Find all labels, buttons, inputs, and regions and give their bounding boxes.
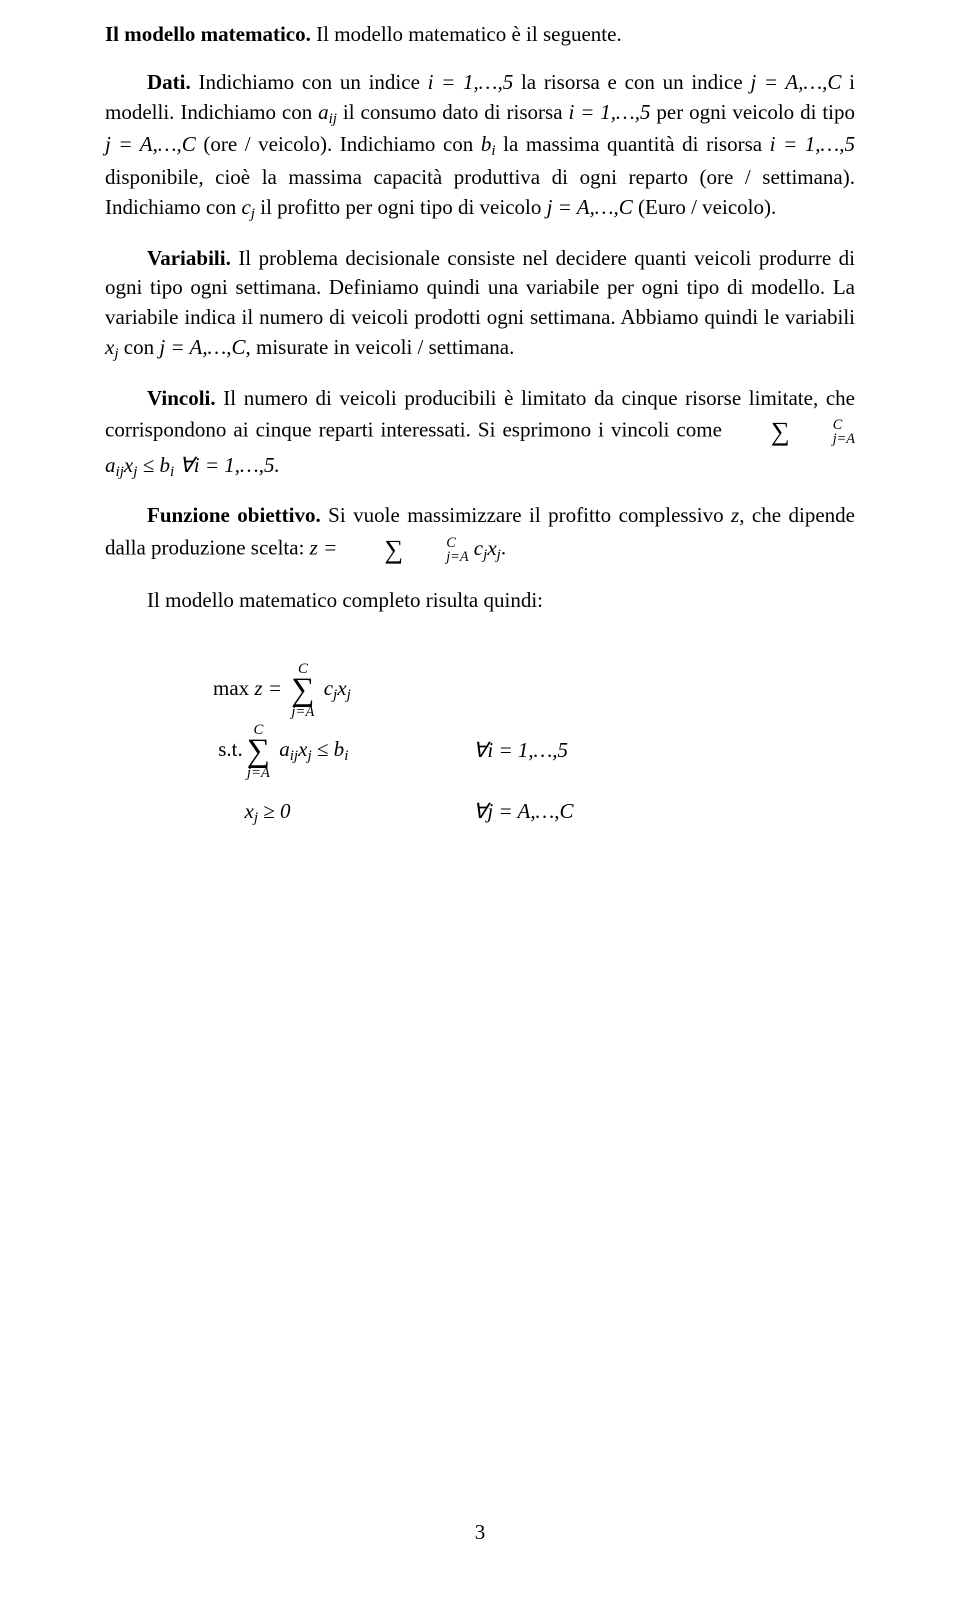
document-page: Il modello matematico. Il modello matema… xyxy=(0,0,960,1605)
model-obj-expr: cjxj xyxy=(318,676,350,700)
dati-text-1a: Indichiamo con un indice xyxy=(191,70,428,94)
model-x-sub: j xyxy=(347,688,351,704)
model-st: s.t. xyxy=(218,737,243,761)
sum-block-2: C∑j=A xyxy=(247,723,270,781)
dati-text-1j: (Euro / veicolo). xyxy=(633,195,776,219)
model-x: x xyxy=(337,676,346,700)
sigma-icon: ∑ xyxy=(729,413,790,450)
vincoli-forall: ∀i = 1,…,5. xyxy=(174,453,280,477)
funzione-label: Funzione obiettivo. xyxy=(147,503,321,527)
model-con-forall: ∀i = 1,…,5 xyxy=(473,720,568,781)
sum-limits: Cj=A xyxy=(791,418,855,447)
math-leq: ≤ b xyxy=(137,453,170,477)
completo-text: Il modello matematico completo risulta q… xyxy=(147,588,543,612)
model-objective-row: max z = C∑j=A cjxj xyxy=(213,658,855,719)
variabili-paragraph: Variabili. Il problema decisionale consi… xyxy=(105,244,855,366)
math-a: a xyxy=(318,100,329,124)
vincoli-label: Vincoli. xyxy=(147,386,216,410)
model-nx: x xyxy=(245,799,254,823)
math-i-range-3: i = 1,…,5 xyxy=(770,132,855,156)
variabili-text-b: con xyxy=(119,335,160,359)
math-j-range-2: j = A,…,C xyxy=(105,132,196,156)
math-j-range: j = A,…,C xyxy=(750,70,841,94)
math-x: x xyxy=(105,335,114,359)
math-j-range-4: j = A,…,C xyxy=(159,335,245,359)
math-vx: x xyxy=(124,453,133,477)
sum-lower: j=A xyxy=(791,432,855,446)
math-va-sub: ij xyxy=(116,464,124,480)
sigma-icon-2: ∑ xyxy=(343,531,404,568)
math-funzione-expr: cjxj xyxy=(469,536,501,560)
funzione-paragraph: Funzione obiettivo. Si vuole massimizzar… xyxy=(105,501,855,568)
math-aij: aij xyxy=(318,100,337,124)
variabili-text-c: , misurate in veicoli / settimana. xyxy=(246,335,515,359)
model-max: max xyxy=(213,676,254,700)
sum-lower-2: j=A xyxy=(404,550,468,564)
math-i-range: i = 1,…,5 xyxy=(428,70,514,94)
model-constraint-row: s.t.C∑j=A aijxj ≤ bi ∀i = 1,…,5 xyxy=(213,719,855,780)
sum-lower-b2: j=A xyxy=(247,766,270,781)
sigma-icon-b2: ∑ xyxy=(247,735,270,768)
model-ca-sub: ij xyxy=(290,749,298,765)
math-cj: cj xyxy=(241,195,255,219)
model-geq: ≥ 0 xyxy=(258,799,291,823)
math-fc: c xyxy=(469,536,484,560)
model-z-eq: z = xyxy=(254,676,287,700)
funzione-dot: . xyxy=(501,536,506,560)
math-bi: bi xyxy=(481,132,496,156)
model-nonneg-row: xj ≥ 0 ∀j = A,…,C xyxy=(213,781,855,842)
math-vincoli-expr: aijxj ≤ bi xyxy=(105,453,174,477)
dati-text-1i: il profitto per ogni tipo di veicolo xyxy=(255,195,547,219)
model-nn-expr: xj ≥ 0 xyxy=(245,799,291,823)
vincoli-paragraph: Vincoli. Il numero di veicoli producibil… xyxy=(105,384,855,484)
dati-label: Dati. xyxy=(147,70,191,94)
inline-sum-icon-2: ∑Cj=A xyxy=(343,531,469,568)
math-fx: x xyxy=(487,536,496,560)
model-c: c xyxy=(318,676,333,700)
math-j-range-3: j = A,…,C xyxy=(547,195,633,219)
model-obj-lhs: max z = C∑j=A cjxj xyxy=(213,658,473,719)
model-ca: a xyxy=(274,737,290,761)
sum-lower-b1: j=A xyxy=(291,705,314,720)
dati-paragraph: Dati. Indichiamo con un indice i = 1,…,5… xyxy=(105,68,855,226)
model-bi-sub: i xyxy=(344,749,348,765)
math-b: b xyxy=(481,132,492,156)
section-title-rest: Il modello matematico è il seguente. xyxy=(311,22,622,46)
math-xj: xj xyxy=(105,335,119,359)
dati-text-1g: la massima quantità di risorsa xyxy=(496,132,770,156)
math-i-range-2: i = 1,…,5 xyxy=(568,100,650,124)
math-c: c xyxy=(241,195,250,219)
section-title-lead: Il modello matematico. xyxy=(105,22,311,46)
math-a-sub: ij xyxy=(329,111,337,127)
model-nn-lhs: xj ≥ 0 xyxy=(213,781,473,842)
dati-text-1b: la risorsa e con un indice xyxy=(513,70,750,94)
inline-sum-icon: ∑Cj=A xyxy=(729,413,855,450)
math-z-eq: z = xyxy=(310,536,343,560)
dati-text-1e: per ogni veicolo di tipo xyxy=(650,100,855,124)
dati-text-1f: (ore / veicolo). Indichiamo con xyxy=(196,132,481,156)
variabili-label: Variabili. xyxy=(147,246,231,270)
model-con-expr: aijxj ≤ bi xyxy=(274,737,348,761)
math-va: a xyxy=(105,453,116,477)
section-title-para: Il modello matematico. Il modello matema… xyxy=(105,20,855,50)
sigma-icon-b1: ∑ xyxy=(291,674,314,707)
sum-upper-2: C xyxy=(404,536,468,550)
math-z: z xyxy=(731,503,739,527)
math-model-block: max z = C∑j=A cjxj s.t.C∑j=A aijxj ≤ bi … xyxy=(213,658,855,841)
sum-upper: C xyxy=(791,418,855,432)
dati-text-1d: il consumo dato di risorsa xyxy=(337,100,568,124)
completo-paragraph: Il modello matematico completo risulta q… xyxy=(105,586,855,616)
model-nn-forall: ∀j = A,…,C xyxy=(473,781,574,842)
funzione-text-a: Si vuole massimizzare il profitto comple… xyxy=(321,503,731,527)
page-number: 3 xyxy=(0,1520,960,1545)
model-con-lhs: s.t.C∑j=A aijxj ≤ bi xyxy=(213,719,473,780)
sum-block-1: C∑j=A xyxy=(291,662,314,720)
sum-limits-2: Cj=A xyxy=(404,536,468,565)
model-leq: ≤ b xyxy=(312,737,345,761)
